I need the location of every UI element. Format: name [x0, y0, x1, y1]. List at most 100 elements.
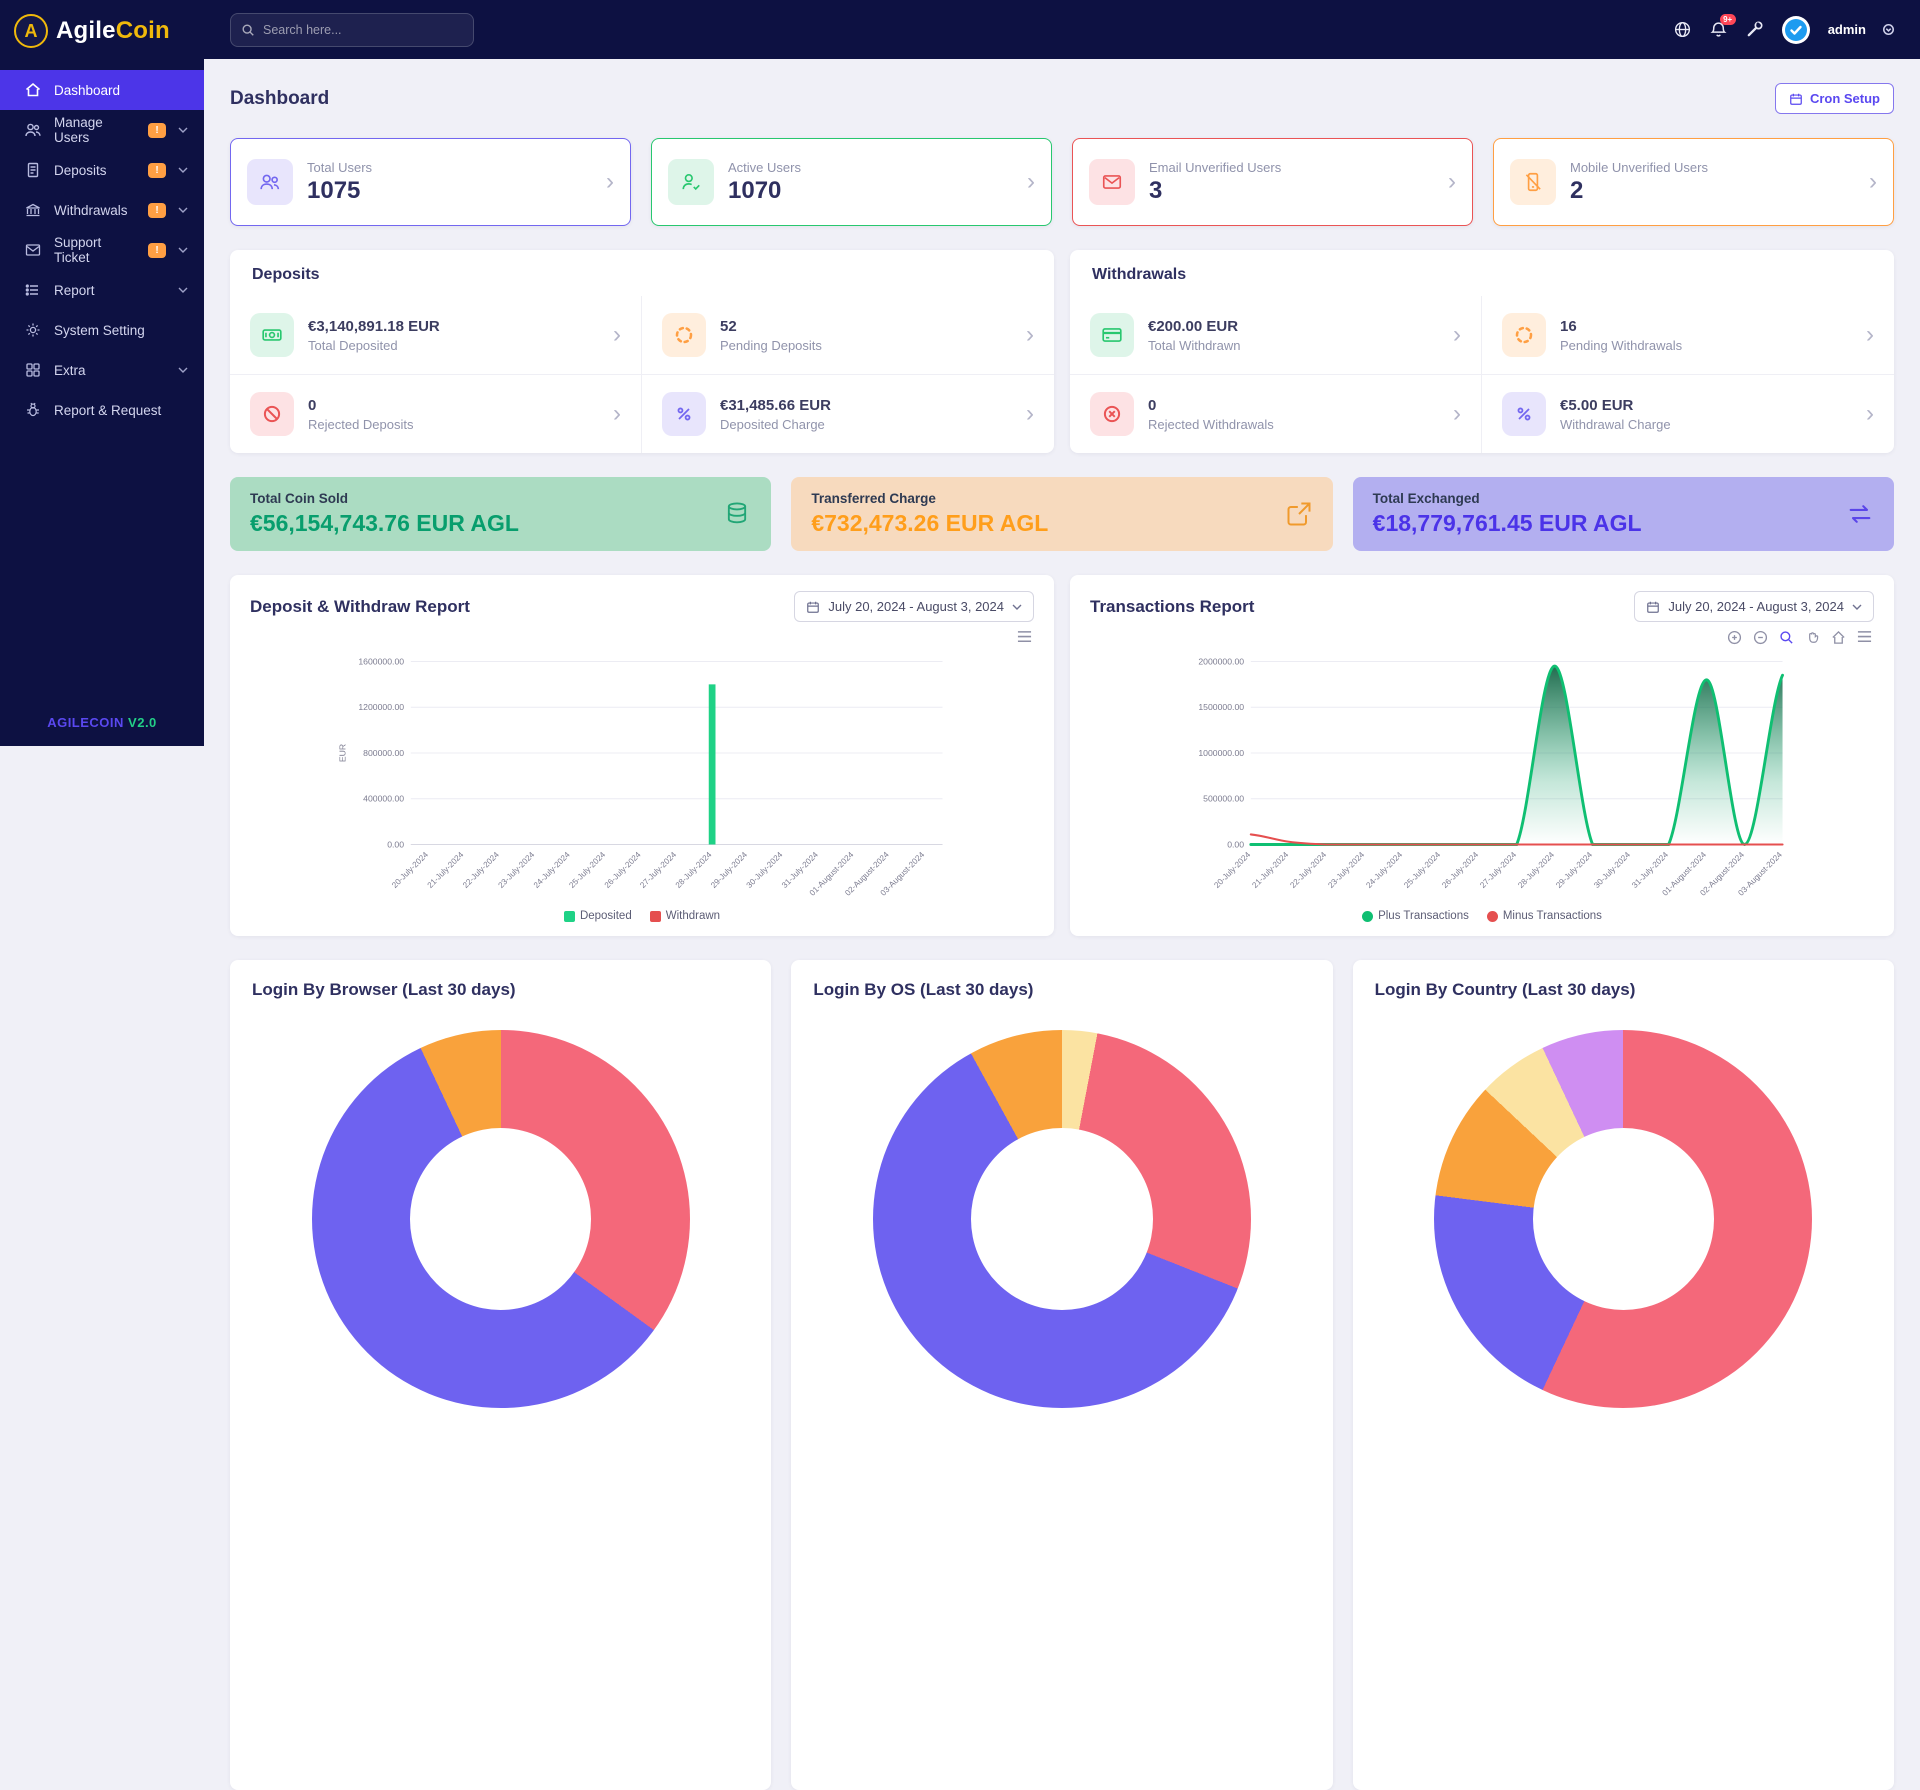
login-by-country-donut-chart[interactable] — [1434, 1030, 1813, 1408]
chevron-right-icon[interactable]: › — [1869, 168, 1877, 195]
deposit-withdraw-report-card: Deposit & Withdraw Report July 20, 2024 … — [230, 575, 1054, 936]
legend-item-withdrawn[interactable]: Withdrawn — [649, 910, 720, 922]
chevron-right-icon[interactable]: › — [1866, 400, 1874, 427]
svg-text:28-July-2024: 28-July-2024 — [674, 850, 714, 890]
chevron-right-icon[interactable]: › — [1027, 168, 1035, 195]
cell-label: Rejected Withdrawals — [1148, 416, 1274, 432]
cell-value: 0 — [1148, 396, 1157, 414]
legend-item-minus-transactions[interactable]: Minus Transactions — [1486, 910, 1602, 922]
login-by-country-card: Login By Country (Last 30 days) — [1352, 960, 1894, 1790]
deposited-charge-cell[interactable]: €31,485.66 EUR Deposited Charge › — [642, 375, 1054, 453]
mobile-slash-icon — [1510, 159, 1556, 205]
selection-zoom-icon[interactable] — [1779, 630, 1794, 645]
ban-icon — [250, 392, 294, 436]
totals-banners: Total Coin Sold €56,154,743.76 EUR AGL Tr… — [230, 477, 1894, 551]
sidebar-item-report[interactable]: Report — [0, 270, 204, 310]
zoom-out-icon[interactable] — [1753, 630, 1768, 645]
chevron-right-icon[interactable]: › — [1026, 400, 1034, 427]
login-by-os-donut-chart[interactable] — [872, 1030, 1251, 1408]
pending-withdrawals-cell[interactable]: 16 Pending Withdrawals › — [1482, 296, 1894, 375]
banner-title: Total Exchanged — [1372, 491, 1480, 506]
pending-deposits-cell[interactable]: 52 Pending Deposits › — [642, 296, 1054, 375]
chart-legend: Plus Transactions Minus Transactions — [1090, 910, 1874, 926]
cell-value: €200.00 EUR — [1148, 317, 1239, 335]
rejected-withdrawals-cell[interactable]: 0 Rejected Withdrawals › — [1070, 375, 1482, 453]
menu-icon[interactable] — [1017, 630, 1032, 645]
date-range-select[interactable]: July 20, 2024 - August 3, 2024 — [1634, 591, 1874, 622]
legend-label: Plus Transactions — [1378, 910, 1469, 922]
svg-text:1600000.00: 1600000.00 — [358, 656, 404, 666]
rejected-deposits-cell[interactable]: 0 Rejected Deposits › — [230, 375, 642, 453]
username[interactable]: admin — [1827, 22, 1866, 37]
chevron-right-icon[interactable]: › — [606, 168, 614, 195]
sidebar: A AgileCoin Dashboard Manage Users ! Dep… — [0, 0, 204, 746]
pan-icon[interactable] — [1805, 630, 1820, 645]
app-version-number: V2.0 — [128, 715, 157, 730]
user-check-icon — [668, 159, 714, 205]
svg-text:0.00: 0.00 — [387, 839, 404, 849]
sidebar-item-manage-users[interactable]: Manage Users ! — [0, 110, 204, 150]
svg-text:20-July-2024: 20-July-2024 — [1212, 850, 1252, 890]
total-users-card[interactable]: Total Users 1075 › — [230, 138, 631, 226]
legend-item-plus-transactions[interactable]: Plus Transactions — [1362, 910, 1469, 922]
sidebar-item-deposits[interactable]: Deposits ! — [0, 150, 204, 190]
login-by-browser-donut-chart[interactable] — [311, 1030, 690, 1408]
chevron-right-icon[interactable]: › — [1453, 400, 1461, 427]
menu-icon[interactable] — [1857, 630, 1872, 645]
svg-text:800000.00: 800000.00 — [363, 748, 404, 758]
chevron-down-icon — [1852, 604, 1862, 610]
chevron-right-icon[interactable]: › — [1448, 168, 1456, 195]
cell-label: Total Deposited — [308, 337, 398, 353]
brand-logo[interactable]: A AgileCoin — [0, 0, 204, 62]
globe-icon[interactable] — [1673, 20, 1692, 39]
search-input[interactable] — [263, 22, 463, 37]
date-range-select[interactable]: July 20, 2024 - August 3, 2024 — [794, 591, 1034, 622]
search-box[interactable] — [230, 12, 474, 47]
total-deposited-cell[interactable]: €3,140,891.18 EUR Total Deposited › — [230, 296, 642, 375]
banner-title: Total Coin Sold — [250, 491, 348, 506]
avatar[interactable] — [1781, 15, 1811, 45]
zoom-in-icon[interactable] — [1727, 630, 1742, 645]
chevron-down-icon — [178, 125, 188, 135]
home-icon — [24, 81, 42, 99]
deposits-panel: Deposits €3,140,891.18 EUR Total Deposite… — [230, 250, 1054, 453]
mobile-unverified-card[interactable]: Mobile Unverified Users 2 › — [1493, 138, 1894, 226]
home-icon[interactable] — [1831, 630, 1846, 645]
stat-value: 2 — [1570, 176, 1584, 204]
wrench-icon[interactable] — [1745, 20, 1764, 39]
login-charts: Login By Browser (Last 30 days) Login By… — [230, 960, 1894, 1790]
chevron-right-icon[interactable]: › — [613, 321, 621, 348]
sidebar-item-system-setting[interactable]: System Setting — [0, 310, 204, 350]
legend-item-deposited[interactable]: Deposited — [563, 910, 632, 922]
chevron-right-icon[interactable]: › — [613, 400, 621, 427]
calendar-icon — [807, 601, 820, 613]
date-range-value: July 20, 2024 - August 3, 2024 — [1668, 599, 1844, 614]
sidebar-item-label: Deposits — [54, 162, 107, 178]
withdrawal-charge-cell[interactable]: €5.00 EUR Withdrawal Charge › — [1482, 375, 1894, 453]
spinner-icon — [1502, 313, 1546, 357]
email-unverified-card[interactable]: Email Unverified Users 3 › — [1072, 138, 1473, 226]
stat-cards: Total Users 1075 › Active Users 1070 › Ema… — [230, 138, 1894, 226]
chevron-right-icon[interactable]: › — [1866, 321, 1874, 348]
sidebar-item-dashboard[interactable]: Dashboard — [0, 70, 204, 110]
deposits-panel-title: Deposits — [252, 266, 320, 283]
chevron-right-icon[interactable]: › — [1453, 321, 1461, 348]
cron-setup-button[interactable]: Cron Setup — [1774, 83, 1894, 114]
stat-value: 1075 — [307, 176, 361, 204]
sidebar-item-support-ticket[interactable]: Support Ticket ! — [0, 230, 204, 270]
svg-text:29-July-2024: 29-July-2024 — [709, 850, 749, 890]
sidebar-item-withdrawals[interactable]: Withdrawals ! — [0, 190, 204, 230]
active-users-card[interactable]: Active Users 1070 › — [651, 138, 1052, 226]
banner-value: €18,779,761.45 EUR AGL — [1372, 510, 1642, 536]
chevron-right-icon[interactable]: › — [1026, 321, 1034, 348]
svg-text:26-July-2024: 26-July-2024 — [1440, 850, 1480, 890]
chevron-down-icon[interactable] — [1883, 24, 1894, 35]
brand-name: AgileCoin — [56, 17, 170, 45]
gear-icon — [24, 321, 42, 339]
sidebar-item-report-request[interactable]: Report & Request — [0, 390, 204, 430]
bell-icon[interactable]: 9+ — [1709, 14, 1736, 39]
total-withdrawn-cell[interactable]: €200.00 EUR Total Withdrawn › — [1070, 296, 1482, 375]
main-content: Dashboard Cron Setup Total Users 1075 › A… — [204, 59, 1920, 1790]
withdrawals-grid: €200.00 EUR Total Withdrawn › 16 Pending W… — [1070, 296, 1894, 453]
sidebar-item-extra[interactable]: Extra — [0, 350, 204, 390]
